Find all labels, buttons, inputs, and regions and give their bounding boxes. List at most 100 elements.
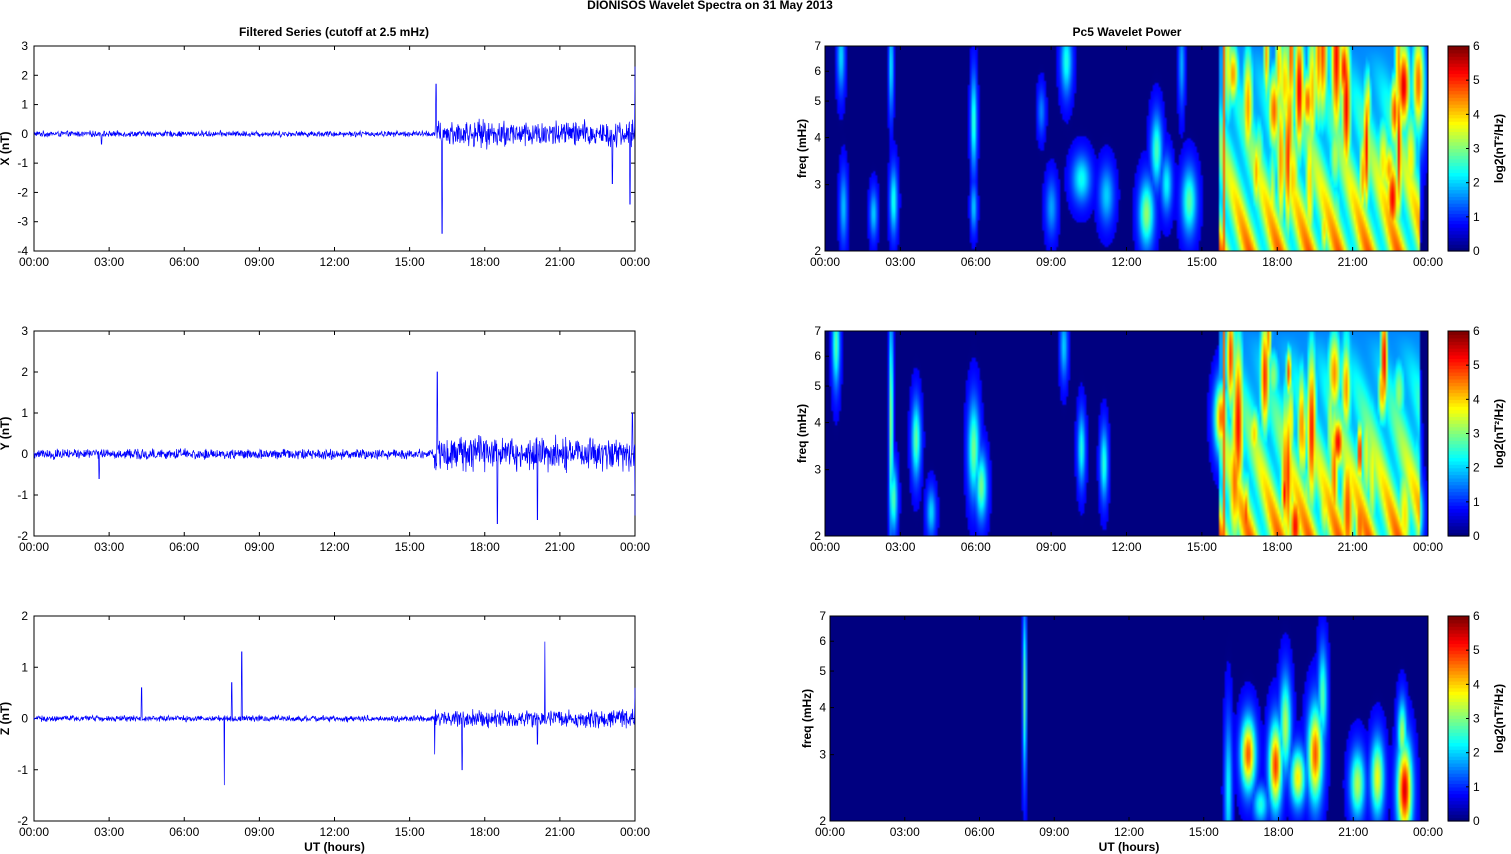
colorbar-swatch [1448,522,1469,527]
colorbar-swatch [1448,663,1469,668]
colorbar-swatch [1448,629,1469,634]
colorbar-swatch [1448,426,1469,431]
x-xtick-label: 15:00 [395,540,425,554]
ytick-label: -2 [17,185,28,199]
x-xtick-label: 03:00 [94,255,124,269]
right-column-title: Pc5 Wavelet Power [1073,25,1182,39]
colorbar-swatch [1448,430,1469,435]
colorbar-tick-label: 0 [1473,529,1480,543]
ytick-label: 4 [814,131,821,145]
colorbar-swatch [1448,117,1469,122]
colorbar-swatch [1448,657,1469,662]
colorbar-swatch [1448,443,1469,448]
x-xtick-label: 21:00 [1338,540,1368,554]
x-xtick-label: 18:00 [1263,825,1293,839]
colorbar-swatch [1448,498,1469,503]
colorbar-swatch [1448,413,1469,418]
x-xtick-label: 06:00 [961,255,991,269]
x-xtick-label: 00:00 [19,540,49,554]
colorbar-swatch [1448,800,1469,805]
x-xtick-label: 21:00 [545,255,575,269]
x-xtick-label: 12:00 [1114,825,1144,839]
colorbar-swatch [1448,643,1469,648]
colorbar-tick-label: 1 [1473,495,1480,509]
ytick-label: -2 [17,529,28,543]
colorbar-swatch [1448,725,1469,730]
colorbar-swatch [1448,247,1469,252]
ytick-label: 3 [21,324,28,338]
colorbar-swatch [1448,769,1469,774]
colorbar-swatch [1448,223,1469,228]
colorbar-swatch [1448,674,1469,679]
colorbar-tick-label: 2 [1473,176,1480,190]
colorbar-swatch [1448,491,1469,496]
colorbar-swatch [1448,622,1469,627]
x-xtick-label: 15:00 [395,825,425,839]
ytick-label: 0 [21,127,28,141]
colorbar-swatch [1448,447,1469,452]
colorbar-swatch [1448,162,1469,167]
colorbar-swatch [1448,525,1469,530]
x-xtick-label: 06:00 [169,825,199,839]
colorbar-swatch [1448,691,1469,696]
colorbar-swatch [1448,189,1469,194]
colorbar-swatch [1448,216,1469,221]
figure-title: DIONISOS Wavelet Spectra on 31 May 2013 [587,0,833,12]
ytick-label: 0 [21,447,28,461]
x-axis-label: UT (hours) [1099,840,1160,854]
colorbar-swatch [1448,114,1469,119]
colorbar-swatch [1448,46,1469,51]
colorbar-swatch [1448,508,1469,513]
x-xtick-label: 06:00 [964,825,994,839]
colorbar-swatch [1448,619,1469,624]
colorbar-swatch [1448,762,1469,767]
colorbar-swatch [1448,375,1469,380]
colorbar: 0 1 2 3 4 5 6 log2(nT²/Hz) [1447,39,1506,258]
x-xtick-label: 21:00 [545,540,575,554]
colorbar-swatch [1448,368,1469,373]
colorbar-swatch [1448,110,1469,115]
colorbar-swatch [1448,803,1469,808]
ytick-label: 6 [819,634,826,648]
colorbar-swatch [1448,145,1469,150]
colorbar-tick-label: 4 [1473,677,1480,691]
heatmap-panel-2: 2 3 4 5 6 7 00:00 03:00 06:00 09:00 12:00 15:00 18:0… [795,324,1506,554]
colorbar-swatch [1448,752,1469,757]
colorbar-swatch [1448,460,1469,465]
colorbar-swatch [1448,240,1469,245]
colorbar-swatch [1448,220,1469,225]
colorbar-swatch [1448,158,1469,163]
colorbar: 0 1 2 3 4 5 6 log2(nT²/Hz) [1447,324,1506,543]
colorbar-swatch [1448,474,1469,479]
series-trace-x [33,66,636,234]
x-xtick-label: 00:00 [810,540,840,554]
colorbar-swatch [1448,402,1469,407]
x-xtick-label: 18:00 [470,825,500,839]
colorbar-swatch [1448,141,1469,146]
x-xtick-label: 09:00 [244,255,274,269]
x-xtick-label: 00:00 [620,255,650,269]
colorbar-swatch [1448,814,1469,819]
heatmap-panel-3: 2 3 4 5 6 7 00:00 03:00 06:00 09:00 12:00 15:00 18:0… [800,609,1506,854]
colorbar-tick-label: 5 [1473,73,1480,87]
colorbar-swatch [1448,464,1469,469]
colorbar-swatch [1448,780,1469,785]
x-xtick-label: 03:00 [890,825,920,839]
colorbar-swatch [1448,797,1469,802]
colorbar-swatch [1448,73,1469,78]
ytick-label: 3 [819,748,826,762]
colorbar-swatch [1448,206,1469,211]
colorbar-swatch [1448,698,1469,703]
ytick-label: 7 [819,609,826,623]
colorbar-swatch [1448,244,1469,249]
y-axis-label: Z (nT) [0,702,12,735]
colorbar-tick-label: 1 [1473,780,1480,794]
colorbar-swatch [1448,810,1469,815]
x-xtick-label: 09:00 [244,825,274,839]
colorbar-swatch [1448,192,1469,197]
colorbar-swatch [1448,172,1469,177]
x-xtick-label: 15:00 [1187,540,1217,554]
colorbar-swatch [1448,63,1469,68]
x-xtick-label: 15:00 [1187,255,1217,269]
colorbar-swatch [1448,450,1469,455]
